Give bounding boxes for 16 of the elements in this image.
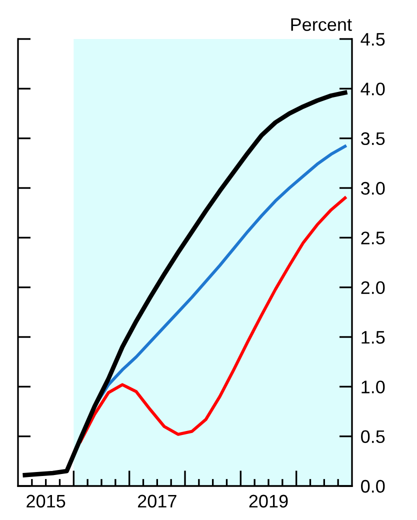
y-tick-label: 2.0: [361, 281, 385, 294]
y-tick-label: 3.5: [361, 132, 385, 146]
y-tick-label: 0.0: [361, 480, 385, 493]
y-tick-label: 1.5: [362, 331, 385, 344]
y-axis-title: Percent: [291, 18, 352, 31]
y-tick-label: 4.0: [360, 82, 385, 96]
y-tick-label: 1.0: [362, 380, 385, 394]
y-tick-label: 0.5: [361, 430, 385, 444]
x-tick-label: 2017: [138, 494, 176, 508]
line-series: [79, 196, 347, 443]
y-tick-label: 2.5: [361, 232, 385, 244]
y-tick-label: 3.0: [361, 182, 385, 195]
x-tick-label: 2015: [26, 494, 66, 508]
y-tick-label: 4.5: [360, 33, 385, 46]
line-series: [22, 90, 348, 478]
x-tick-label: 2019: [249, 494, 288, 508]
